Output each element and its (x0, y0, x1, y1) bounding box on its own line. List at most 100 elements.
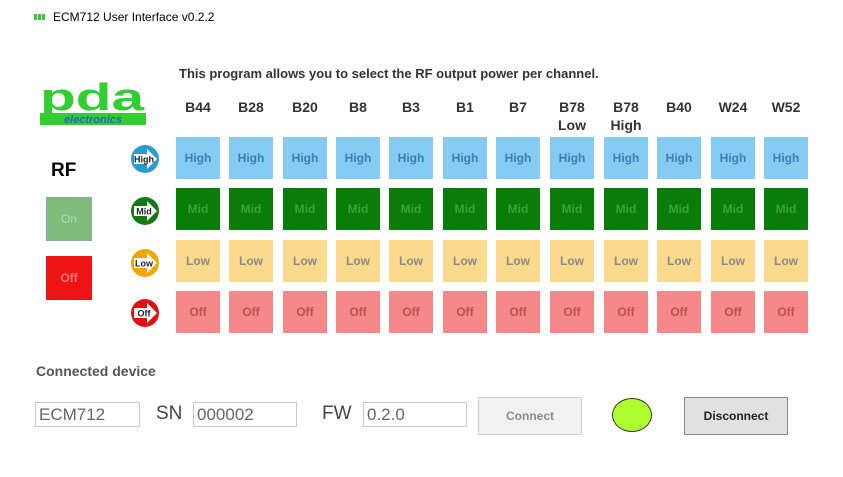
high-power-button[interactable]: High (389, 137, 433, 179)
mid-power-button[interactable]: Mid (389, 188, 433, 230)
level-icon-label: Off (138, 309, 152, 319)
mid-power-button[interactable]: Mid (496, 188, 540, 230)
high-power-button[interactable]: High (443, 137, 487, 179)
low-power-button[interactable]: Low (657, 240, 701, 282)
high-power-button[interactable]: High (283, 137, 327, 179)
mid-power-button[interactable]: Mid (657, 188, 701, 230)
off-power-button[interactable]: Off (550, 291, 594, 333)
rf-label: RF (51, 160, 77, 181)
svg-text:electronics: electronics (64, 114, 122, 126)
channel-header: B3 (389, 98, 433, 116)
mid-power-button[interactable]: Mid (229, 188, 273, 230)
channel-header: B78 High (604, 98, 648, 134)
channel-name: B78 (613, 99, 639, 115)
channel-subname: Low (558, 117, 586, 133)
mid-power-button[interactable]: Mid (764, 188, 808, 230)
app-icon (34, 14, 45, 20)
mid-power-button[interactable]: Mid (550, 188, 594, 230)
channel-name: W24 (718, 99, 748, 115)
high-power-button[interactable]: High (496, 137, 540, 179)
connected-device-heading: Connected device (36, 363, 156, 379)
mid-power-button[interactable]: Mid (283, 188, 327, 230)
firmware-version-field[interactable] (363, 402, 467, 427)
channel-name: B7 (509, 99, 527, 115)
low-power-button[interactable]: Low (764, 240, 808, 282)
channel-header: B28 (229, 98, 273, 116)
low-power-button[interactable]: Low (443, 240, 487, 282)
off-power-button[interactable]: Off (657, 291, 701, 333)
level-icon-label: High (134, 155, 154, 165)
svg-text:pda: pda (40, 80, 145, 119)
connection-status-indicator (612, 398, 652, 432)
channel-name: B8 (349, 99, 367, 115)
channel-header: B8 (336, 98, 380, 116)
low-arrow-icon: Low (131, 249, 159, 277)
serial-number-field[interactable] (193, 402, 297, 427)
off-arrow-icon: Off (131, 299, 159, 327)
mid-arrow-icon: Mid (131, 197, 159, 225)
high-power-button[interactable]: High (604, 137, 648, 179)
low-power-button[interactable]: Low (550, 240, 594, 282)
high-power-button[interactable]: High (711, 137, 755, 179)
level-icon-label: Low (135, 259, 154, 269)
channel-name: B78 (559, 99, 585, 115)
channel-header: B20 (283, 98, 327, 116)
low-power-button[interactable]: Low (283, 240, 327, 282)
channel-header: W24 (711, 98, 755, 116)
channel-name: B20 (292, 99, 318, 115)
pda-electronics-logo: pda electronics (40, 80, 146, 126)
fw-label: FW (322, 403, 352, 424)
channel-name: W52 (771, 99, 801, 115)
off-power-button[interactable]: Off (229, 291, 273, 333)
off-power-button[interactable]: Off (336, 291, 380, 333)
window-title: ECM712 User Interface v0.2.2 (53, 10, 215, 24)
level-icon-label: Mid (136, 207, 152, 217)
low-power-button[interactable]: Low (496, 240, 540, 282)
channel-header: B7 (496, 98, 540, 116)
off-power-button[interactable]: Off (764, 291, 808, 333)
channel-header: B1 (443, 98, 487, 116)
high-power-button[interactable]: High (176, 137, 220, 179)
channel-name: B3 (402, 99, 420, 115)
channel-name: B1 (456, 99, 474, 115)
off-power-button[interactable]: Off (496, 291, 540, 333)
mid-power-button[interactable]: Mid (336, 188, 380, 230)
channel-name: B28 (238, 99, 264, 115)
low-power-button[interactable]: Low (711, 240, 755, 282)
low-power-button[interactable]: Low (389, 240, 433, 282)
channel-name: B44 (185, 99, 211, 115)
high-arrow-icon: High (131, 145, 159, 173)
high-power-button[interactable]: High (764, 137, 808, 179)
channel-header: B78 Low (550, 98, 594, 134)
low-power-button[interactable]: Low (176, 240, 220, 282)
low-power-button[interactable]: Low (336, 240, 380, 282)
high-power-button[interactable]: High (229, 137, 273, 179)
channel-name: B40 (666, 99, 692, 115)
off-power-button[interactable]: Off (604, 291, 648, 333)
connect-button[interactable]: Connect (478, 397, 582, 435)
mid-power-button[interactable]: Mid (604, 188, 648, 230)
high-power-button[interactable]: High (657, 137, 701, 179)
rf-on-button[interactable]: On (46, 197, 92, 241)
channel-header: W52 (764, 98, 808, 116)
rf-off-button[interactable]: Off (46, 256, 92, 300)
mid-power-button[interactable]: Mid (443, 188, 487, 230)
high-power-button[interactable]: High (550, 137, 594, 179)
mid-power-button[interactable]: Mid (176, 188, 220, 230)
channel-subname: High (610, 117, 642, 133)
low-power-button[interactable]: Low (229, 240, 273, 282)
high-power-button[interactable]: High (336, 137, 380, 179)
disconnect-button[interactable]: Disconnect (684, 397, 788, 435)
channel-header: B44 (176, 98, 220, 116)
mid-power-button[interactable]: Mid (711, 188, 755, 230)
device-name-field[interactable] (35, 402, 140, 427)
off-power-button[interactable]: Off (176, 291, 220, 333)
intro-text: This program allows you to select the RF… (179, 66, 599, 81)
off-power-button[interactable]: Off (283, 291, 327, 333)
off-power-button[interactable]: Off (711, 291, 755, 333)
low-power-button[interactable]: Low (604, 240, 648, 282)
sn-label: SN (156, 403, 183, 424)
off-power-button[interactable]: Off (389, 291, 433, 333)
channel-header: B40 (657, 98, 701, 116)
off-power-button[interactable]: Off (443, 291, 487, 333)
